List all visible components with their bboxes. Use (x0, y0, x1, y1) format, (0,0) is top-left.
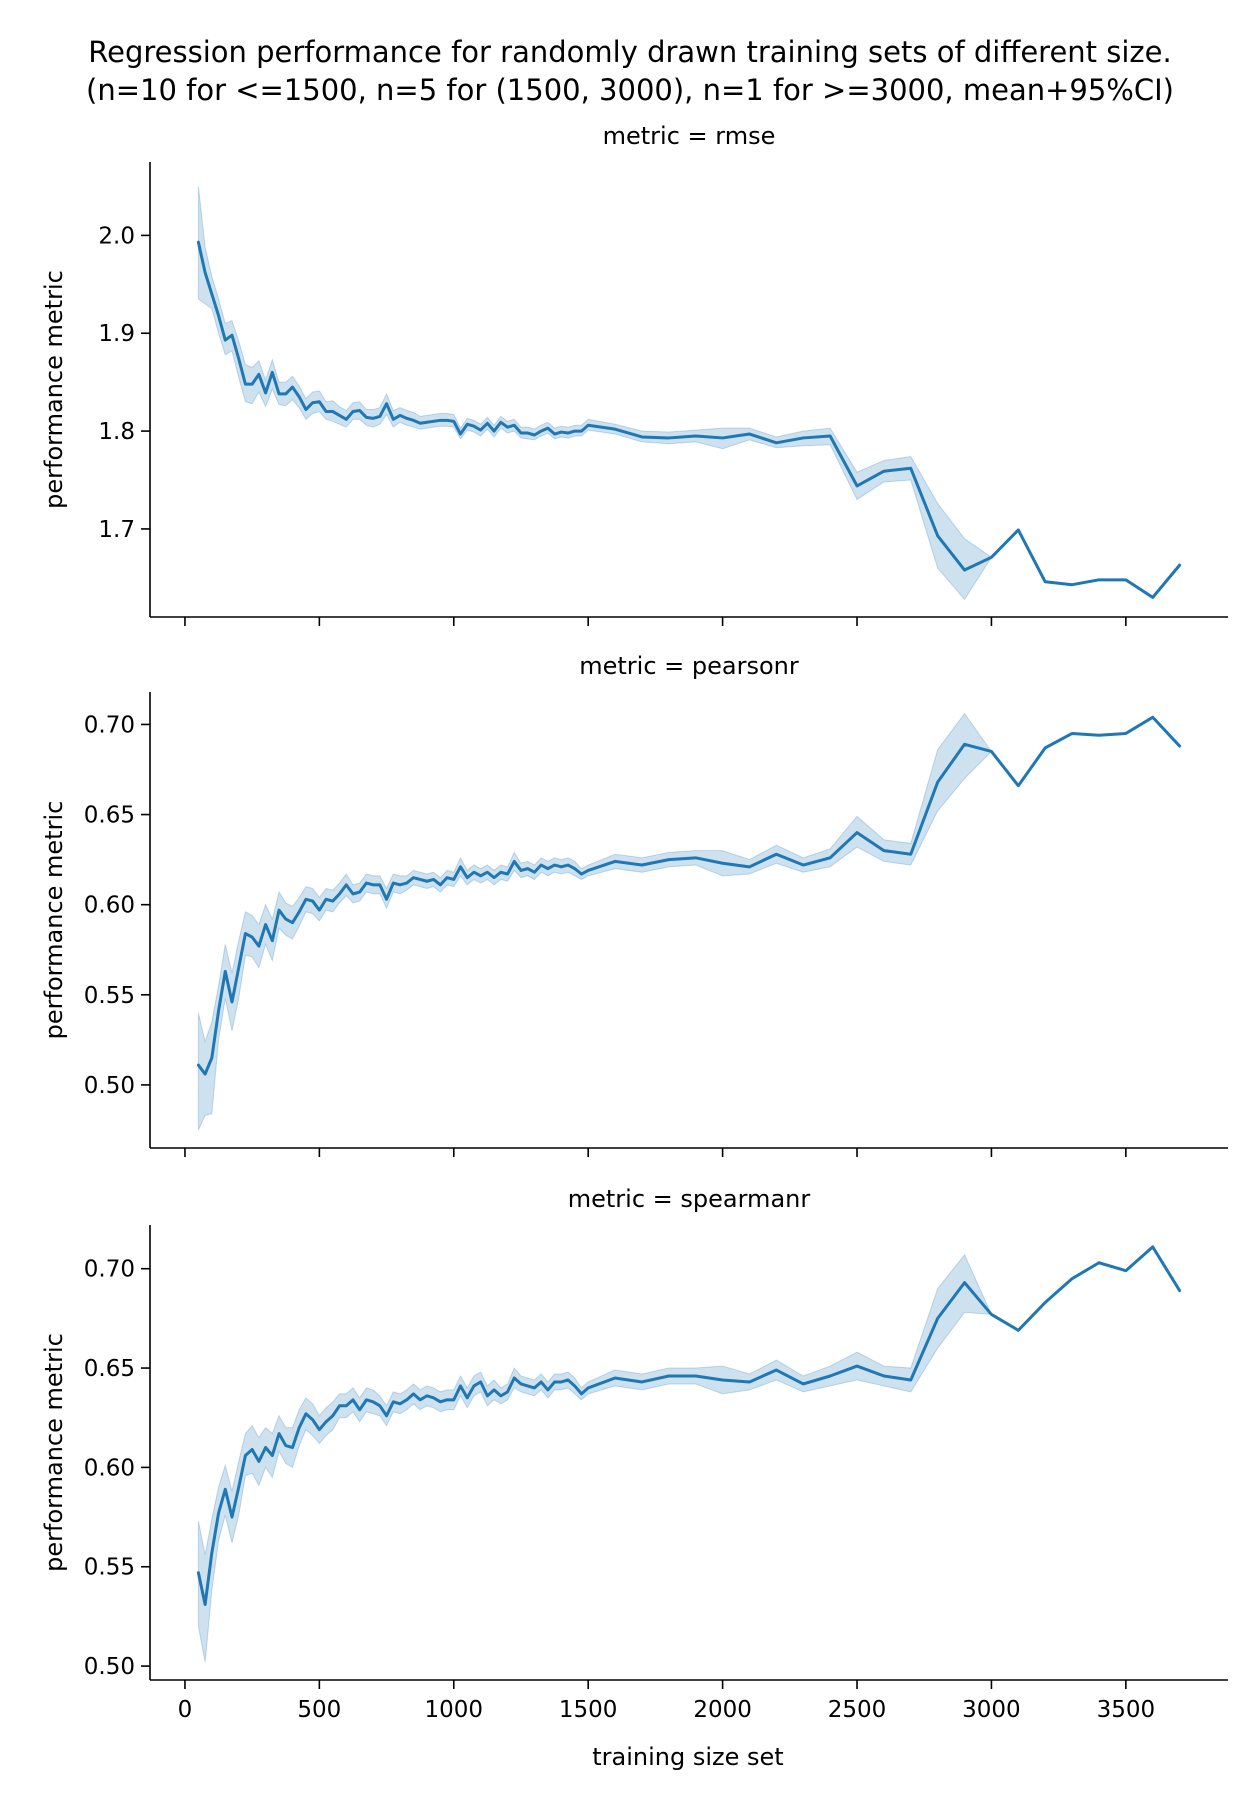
y-tick-label: 0.50 (84, 1654, 135, 1680)
y-tick-label: 2.0 (98, 223, 135, 249)
y-tick-label: 0.65 (84, 1356, 135, 1382)
y-axis-label: performance metric (40, 1333, 68, 1572)
y-axis-label: performance metric (40, 801, 68, 1040)
y-tick-label: 1.7 (98, 517, 135, 543)
y-tick-label: 0.60 (84, 1455, 135, 1481)
x-tick-label: 1000 (425, 1697, 484, 1723)
x-tick-label: 3000 (962, 1697, 1021, 1723)
y-axis-label: performance metric (40, 270, 68, 509)
mean-line (196, 240, 1182, 599)
x-axis-label: training size set (592, 1743, 783, 1771)
y-tick-label: 0.55 (84, 983, 135, 1009)
facet-panels: metric = rmse 1.7 1.8 1.9 2.0 performance met… (40, 122, 1228, 1723)
facet-panel-2: metric = spearmanr 0.50 0.55 0.60 0.65 0.70 0 5… (40, 1185, 1228, 1723)
y-tick-label: 0.70 (84, 1257, 135, 1283)
y-tick-label: 1.8 (98, 419, 135, 445)
x-tick-label: 0 (178, 1697, 193, 1723)
y-tick-label: 0.70 (84, 712, 135, 738)
facet-title: metric = rmse (603, 122, 776, 150)
facet-panel-0: metric = rmse 1.7 1.8 1.9 2.0 performance met… (40, 122, 1228, 626)
y-tick-label: 0.50 (84, 1073, 135, 1099)
facet-title: metric = pearsonr (579, 652, 799, 680)
y-tick-label: 1.9 (98, 321, 135, 347)
y-tick-label: 0.55 (84, 1555, 135, 1581)
x-tick-label: 1500 (559, 1697, 618, 1723)
mean-line (196, 715, 1182, 1076)
facet-panel-1: metric = pearsonr 0.50 0.55 0.60 0.65 0.70 per… (40, 652, 1228, 1157)
facet-title: metric = spearmanr (568, 1185, 811, 1213)
chart-title-line-1: Regression performance for randomly draw… (88, 35, 1171, 69)
x-tick-label: 3500 (1097, 1697, 1156, 1723)
y-tick-label: 0.60 (84, 893, 135, 919)
y-tick-label: 0.65 (84, 803, 135, 829)
mean-line (196, 1245, 1182, 1606)
chart-title-line-2: (n=10 for <=1500, n=5 for (1500, 3000), … (86, 73, 1174, 107)
x-tick-label: 500 (297, 1697, 341, 1723)
x-tick-label: 2000 (693, 1697, 752, 1723)
x-tick-label: 2500 (828, 1697, 887, 1723)
